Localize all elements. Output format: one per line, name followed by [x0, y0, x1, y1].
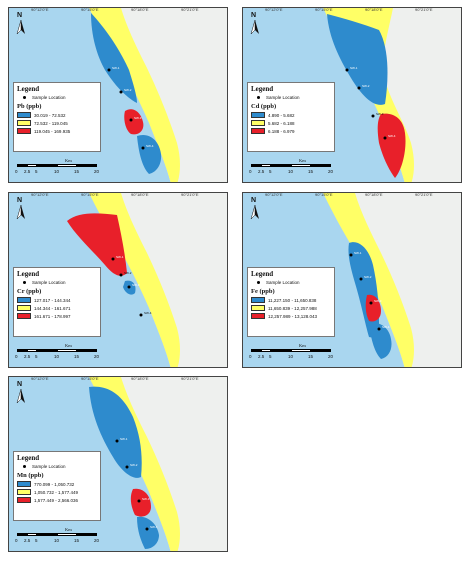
sample-dot-icon — [23, 281, 26, 284]
sample-points: SW-1 SW-2 SW-3 SW-4 — [115, 437, 158, 531]
legend-row-high: 161.671 - 178.997 — [17, 313, 97, 319]
legend-row-high: 119.045 - 169.935 — [17, 128, 97, 134]
svg-text:SW-2: SW-2 — [124, 271, 132, 275]
legend-title: Legend — [17, 270, 40, 278]
legend-row-high: 6.188 - 6.979 — [251, 128, 331, 134]
north-arrow-icon: N — [15, 12, 27, 36]
svg-text:SW-4: SW-4 — [388, 134, 396, 138]
north-arrow-icon: N — [249, 197, 261, 221]
sample-points: SW-1 SW-2 SW-3 SW-4 — [111, 255, 152, 317]
svg-text:SW-1: SW-1 — [116, 255, 124, 259]
legend-row-medium: 144.344 - 161.671 — [17, 305, 97, 311]
legend-row-low: 4.890 - 5.682 — [251, 112, 331, 118]
map-panel-pb: SW-1 SW-2 SW-3 SW-4 N Legend Sample Loca… — [8, 7, 228, 183]
map-panel-cd: SW-1 SW-2 SW-3 SW-4 N Legend Sample Loca… — [242, 7, 462, 183]
svg-text:SW-2: SW-2 — [362, 84, 370, 88]
legend: Legend Sample Location Cr (ppb) 127.017 … — [13, 267, 101, 337]
scale-bar: Km 0 2.5 5 10 15 20 — [15, 527, 100, 543]
svg-text:SW-2: SW-2 — [130, 463, 138, 467]
svg-text:SW-4: SW-4 — [150, 525, 158, 529]
legend-sample-row: Sample Location — [23, 464, 97, 469]
svg-text:SW-1: SW-1 — [354, 251, 362, 255]
legend-title: Legend — [251, 270, 274, 278]
legend-sample-row: Sample Location — [257, 95, 331, 100]
sample-dot-icon — [257, 281, 260, 284]
legend-row-medium: 5.682 - 6.188 — [251, 120, 331, 126]
legend-row-low: 30.019 - 72.532 — [17, 112, 97, 118]
legend-row-medium: 72.532 - 119.045 — [17, 120, 97, 126]
legend: Legend Sample Location Cd (ppb) 4.890 - … — [247, 82, 335, 152]
legend: Legend Sample Location Mn (ppb) 770.099 … — [13, 451, 101, 521]
sample-points: SW-1 SW-2 SW-3 SW-4 — [349, 251, 390, 331]
sample-points: SW-1 SW-2 SW-3 SW-4 — [345, 66, 396, 140]
legend-sample-row: Sample Location — [23, 280, 97, 285]
north-arrow-icon: N — [15, 381, 27, 405]
svg-text:SW-1: SW-1 — [120, 437, 128, 441]
scale-bar: Km 0 2.5 5 10 15 20 — [249, 343, 334, 359]
north-arrow-icon: N — [249, 12, 261, 36]
legend-parameter: Pb (ppb) — [17, 103, 42, 110]
legend-parameter: Cd (ppb) — [251, 103, 277, 110]
legend-parameter: Cr (ppb) — [17, 288, 42, 295]
map-panel-fe: SW-1 SW-2 SW-3 SW-4 N Legend Sample Loca… — [242, 192, 462, 368]
svg-text:SW-3: SW-3 — [142, 497, 150, 501]
north-arrow-icon: N — [15, 197, 27, 221]
svg-text:SW-1: SW-1 — [350, 66, 358, 70]
svg-text:SW-3: SW-3 — [132, 283, 140, 287]
svg-text:SW-2: SW-2 — [364, 275, 372, 279]
scale-bar: Km 0 2.5 5 10 15 20 — [15, 343, 100, 359]
svg-text:SW-2: SW-2 — [124, 88, 132, 92]
svg-text:SW-4: SW-4 — [144, 311, 152, 315]
legend-row-low: 127.017 - 144.344 — [17, 297, 97, 303]
svg-text:SW-4: SW-4 — [146, 144, 154, 148]
map-panel-cr: SW-1 SW-2 SW-3 SW-4 N Legend Sample Loca… — [8, 192, 228, 368]
legend-sample-row: Sample Location — [257, 280, 331, 285]
svg-text:SW-3: SW-3 — [134, 116, 142, 120]
legend-row-medium: 11,650.839 - 12,257.988 — [251, 305, 331, 311]
legend-title: Legend — [17, 454, 40, 462]
legend-row-low: 770.099 - 1,050.732 — [17, 481, 97, 487]
legend: Legend Sample Location Pb (ppb) 30.019 -… — [13, 82, 101, 152]
sample-dot-icon — [23, 96, 26, 99]
scale-bar: Km 0 2.5 5 10 15 20 — [15, 158, 100, 174]
legend: Legend Sample Location Fe (ppb) 11,227.1… — [247, 267, 335, 337]
svg-text:SW-3: SW-3 — [374, 299, 382, 303]
legend-row-high: 1,577.449 - 2,566.036 — [17, 497, 97, 503]
svg-text:SW-1: SW-1 — [112, 66, 120, 70]
legend-row-medium: 1,050.732 - 1,577.449 — [17, 489, 97, 495]
legend-sample-row: Sample Location — [23, 95, 97, 100]
svg-text:SW-3: SW-3 — [376, 112, 384, 116]
sample-dot-icon — [257, 96, 260, 99]
legend-parameter: Fe (ppb) — [251, 288, 275, 295]
legend-parameter: Mn (ppb) — [17, 472, 44, 479]
sample-dot-icon — [23, 465, 26, 468]
map-panel-mn: SW-1 SW-2 SW-3 SW-4 N Legend Sample Loca… — [8, 376, 228, 552]
legend-title: Legend — [251, 85, 274, 93]
legend-row-high: 12,257.989 - 13,128.043 — [251, 313, 331, 319]
sample-points: SW-1 SW-2 SW-3 SW-4 — [107, 66, 154, 150]
legend-row-low: 11,227.150 - 11,650.838 — [251, 297, 331, 303]
svg-text:SW-4: SW-4 — [382, 325, 390, 329]
scale-bar: Km 0 2.5 5 10 15 20 — [249, 158, 334, 174]
legend-title: Legend — [17, 85, 40, 93]
